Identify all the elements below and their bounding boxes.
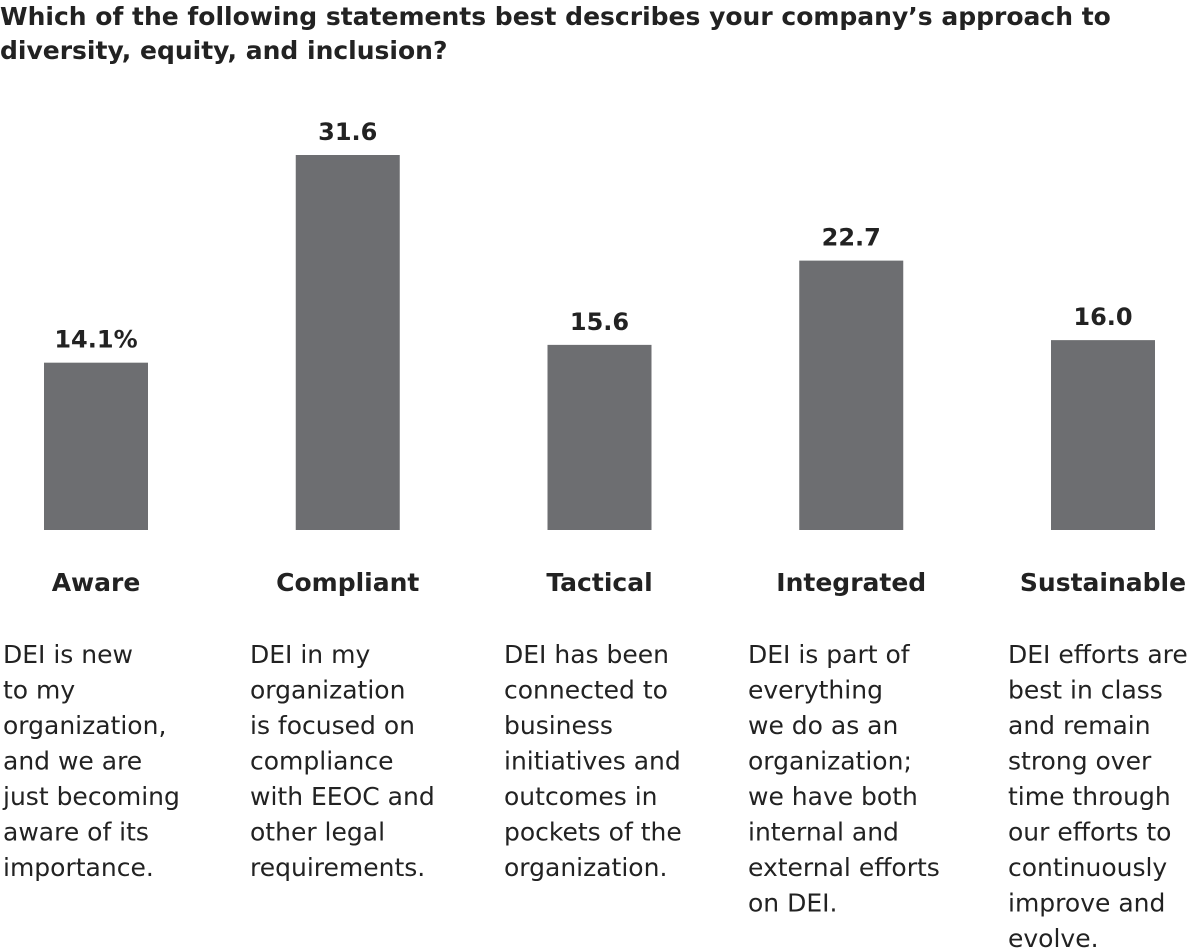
category-label: Compliant — [276, 568, 419, 597]
bar — [799, 260, 904, 530]
category-label: Aware — [52, 568, 141, 597]
description-line: is focused on — [250, 711, 415, 740]
description-line: improve and — [1008, 889, 1165, 918]
description-line: outcomes in — [504, 782, 657, 811]
description-line: pockets of the — [504, 818, 682, 847]
description-line: external efforts — [748, 853, 940, 882]
description-line: with EEOC and — [250, 782, 435, 811]
description-line: to my — [3, 676, 75, 705]
description-line: importance. — [3, 853, 154, 882]
description-line: organization, — [3, 711, 166, 740]
description-line: DEI efforts are — [1008, 640, 1188, 669]
description-line: other legal — [250, 818, 385, 847]
description-line: continuously — [1008, 853, 1167, 882]
value-label: 22.7 — [822, 224, 881, 252]
description-line: aware of its — [3, 818, 149, 847]
bar — [547, 344, 652, 530]
description-line: requirements. — [250, 853, 425, 882]
bar — [44, 362, 148, 530]
category-label: Tactical — [546, 568, 652, 597]
description-line: and we are — [3, 747, 142, 776]
description-line: organization — [250, 676, 405, 705]
description-line: our efforts to — [1008, 818, 1171, 847]
description-line: strong over — [1008, 747, 1152, 776]
description-line: DEI has been — [504, 640, 669, 669]
description-line: best in class — [1008, 676, 1163, 705]
description-line: time through — [1008, 782, 1171, 811]
description-line: internal and — [748, 818, 899, 847]
description-line: organization; — [748, 747, 912, 776]
value-label: 15.6 — [570, 308, 629, 336]
description-line: DEI in my — [250, 640, 370, 669]
value-label: 16.0 — [1073, 303, 1132, 331]
description-line: on DEI. — [748, 889, 837, 918]
description-line: connected to — [504, 676, 668, 705]
description-line: and remain — [1008, 711, 1151, 740]
bar — [295, 155, 400, 530]
chart-title: Which of the following statements best d… — [0, 2, 1111, 65]
description-line: we have both — [748, 782, 918, 811]
category-label: Sustainable — [1020, 568, 1186, 597]
description-line: evolve. — [1008, 924, 1099, 949]
value-label: 14.1% — [54, 326, 137, 354]
description-line: we do as an — [748, 711, 898, 740]
bar — [1051, 340, 1155, 530]
description-line: DEI is new — [3, 640, 133, 669]
description-line: business — [504, 711, 613, 740]
description-line: initiatives and — [504, 747, 681, 776]
description-line: just becoming — [2, 782, 180, 811]
description-line: organization. — [504, 853, 667, 882]
value-label: 31.6 — [318, 118, 377, 146]
category-label: Integrated — [776, 568, 926, 597]
description-line: everything — [748, 676, 883, 705]
description-line: DEI is part of — [748, 640, 911, 669]
description-line: compliance — [250, 747, 393, 776]
